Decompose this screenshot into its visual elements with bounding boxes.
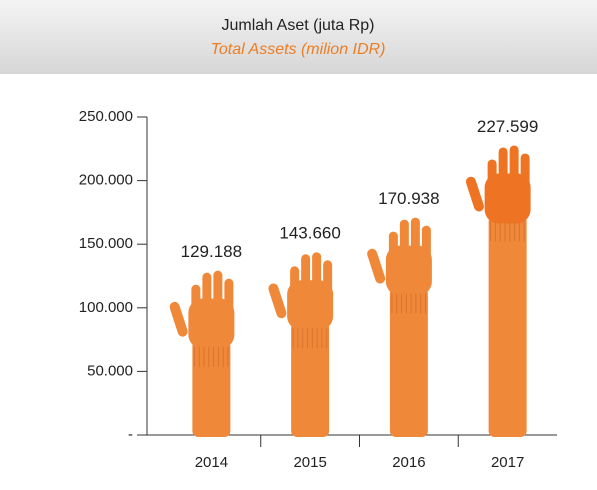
thumb bbox=[268, 283, 287, 319]
y-tick-label: 50.000 bbox=[87, 362, 133, 379]
y-tick-label: 200.000 bbox=[79, 172, 133, 189]
y-tick-label: 100.000 bbox=[79, 299, 133, 316]
hand-bar bbox=[465, 145, 531, 437]
hand-bar bbox=[169, 270, 235, 437]
x-tick-label: 2015 bbox=[293, 454, 326, 471]
value-label: 227.599 bbox=[477, 117, 538, 136]
header-band bbox=[0, 0, 597, 74]
finger bbox=[399, 219, 409, 268]
finger bbox=[301, 254, 311, 303]
finger bbox=[410, 217, 420, 268]
thumb bbox=[465, 176, 484, 212]
finger bbox=[323, 260, 333, 303]
hand-bar bbox=[367, 217, 432, 437]
arm bbox=[488, 215, 527, 437]
hand-bar bbox=[268, 252, 334, 437]
value-label: 170.938 bbox=[378, 189, 439, 208]
finger bbox=[487, 159, 497, 196]
arm bbox=[389, 287, 428, 437]
finger bbox=[290, 266, 300, 303]
thumb bbox=[367, 248, 386, 284]
y-tick-label: - bbox=[128, 426, 133, 443]
finger bbox=[312, 252, 322, 303]
chart-subtitle: Total Assets (milion IDR) bbox=[211, 41, 386, 58]
y-tick-label: 250.000 bbox=[79, 108, 133, 125]
finger bbox=[520, 153, 530, 196]
thumb bbox=[169, 301, 188, 337]
arm bbox=[291, 322, 330, 437]
x-tick-label: 2016 bbox=[392, 454, 425, 471]
arm bbox=[192, 340, 231, 437]
y-tick-label: 150.000 bbox=[79, 235, 133, 252]
finger bbox=[509, 145, 519, 196]
finger bbox=[224, 278, 234, 321]
finger bbox=[388, 231, 398, 268]
finger bbox=[213, 270, 223, 321]
finger bbox=[498, 147, 508, 196]
x-tick-label: 2014 bbox=[195, 454, 228, 471]
finger bbox=[421, 225, 431, 268]
value-label: 143.660 bbox=[279, 224, 340, 243]
finger bbox=[202, 272, 212, 321]
chart-title: Jumlah Aset (juta Rp) bbox=[222, 17, 375, 34]
value-label: 129.188 bbox=[181, 242, 242, 261]
finger bbox=[191, 284, 201, 321]
x-tick-label: 2017 bbox=[491, 454, 524, 471]
